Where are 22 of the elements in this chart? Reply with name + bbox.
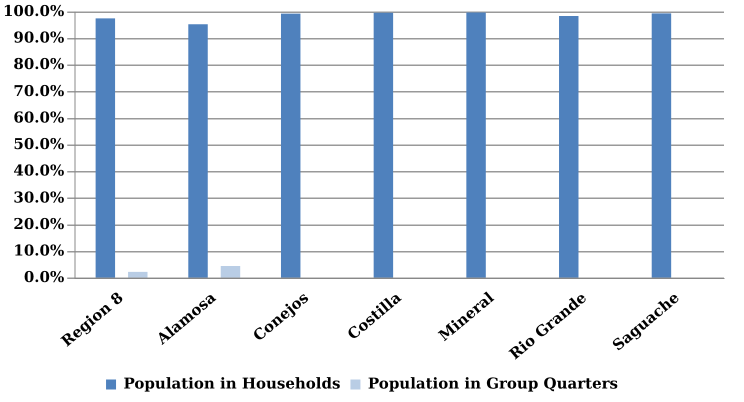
legend-label: Population in Households <box>124 374 340 392</box>
y-tick-label: 50.0% <box>13 135 64 154</box>
y-tick-label: 10.0% <box>13 242 64 260</box>
bar <box>374 12 394 278</box>
bar <box>220 266 240 278</box>
y-tick-label: 60.0% <box>13 108 64 126</box>
y-tick-label: 70.0% <box>13 82 64 100</box>
y-tick-label: 30.0% <box>13 188 64 206</box>
y-tick-label: 40.0% <box>13 162 64 180</box>
bar <box>559 16 578 278</box>
y-tick-label: 90.0% <box>13 28 64 47</box>
y-tick-label: 80.0% <box>13 55 64 74</box>
bar <box>188 24 208 278</box>
bar <box>466 12 486 278</box>
bar <box>280 14 300 278</box>
y-tick-label: 0.0% <box>24 268 64 286</box>
bar <box>652 13 672 278</box>
legend-label: Population in Group Quarters <box>368 374 618 392</box>
y-tick-label: 100.0% <box>2 2 64 20</box>
bar <box>96 18 116 278</box>
bar <box>128 272 148 278</box>
y-tick-label: 20.0% <box>13 214 64 233</box>
